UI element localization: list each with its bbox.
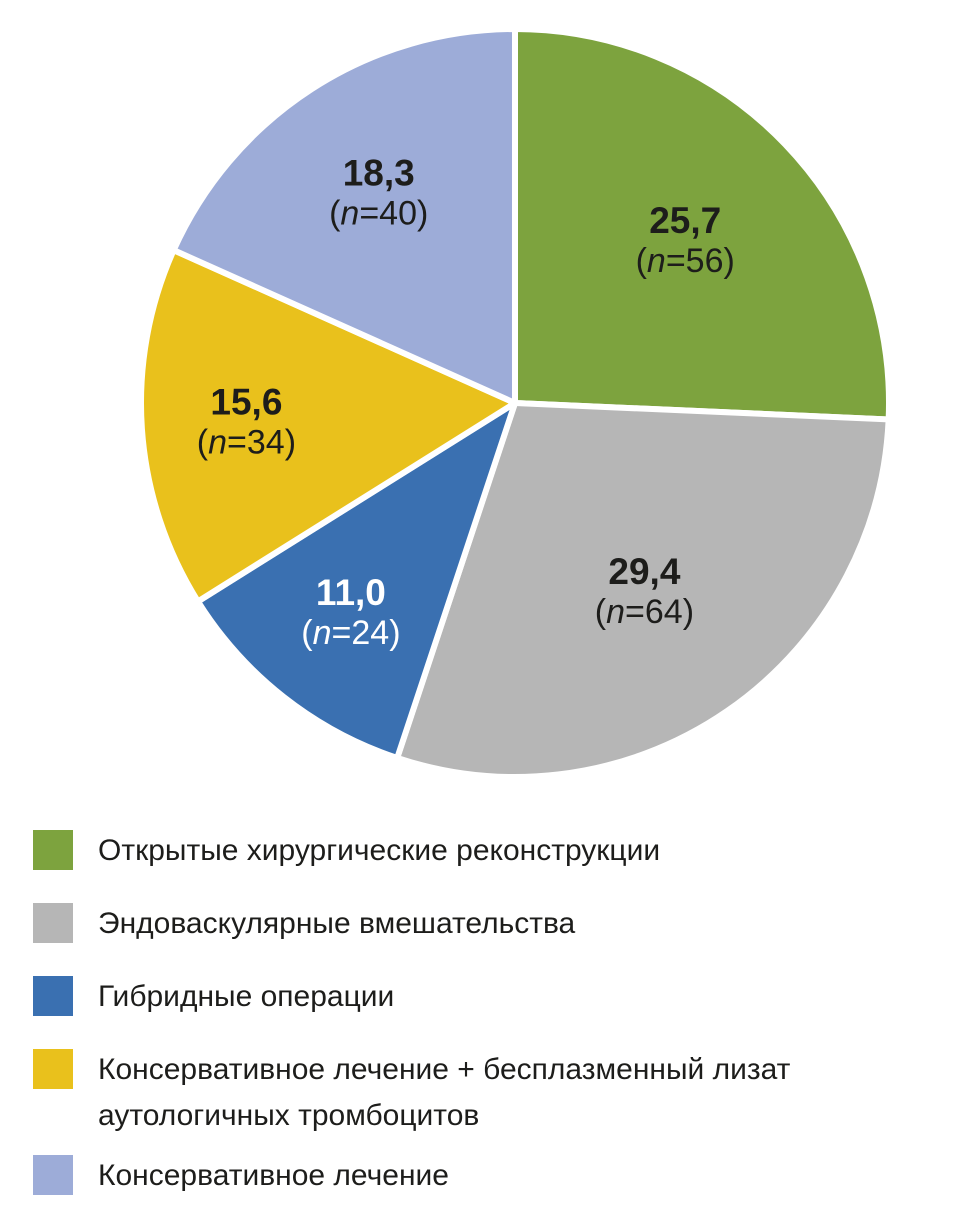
slice-count-label-3: (n=34) bbox=[197, 424, 296, 462]
pie-slice-2 bbox=[194, 400, 518, 761]
legend-item-label: Открытые хирургические реконструкции bbox=[98, 834, 661, 867]
slice-count-label-1: (n=64) bbox=[595, 593, 694, 631]
legend-item: Консервативное лечение bbox=[33, 1153, 917, 1199]
legend-item-label: Консервативное лечение + бесплазменный л… bbox=[98, 1053, 791, 1132]
slice-value-label-3: 15,6 bbox=[210, 382, 282, 423]
slice-value-label-1: 29,4 bbox=[608, 551, 680, 592]
pie-slice-4 bbox=[170, 26, 518, 406]
pie-slice-1 bbox=[394, 400, 892, 780]
legend-item: Открытые хирургические реконструкции bbox=[33, 828, 917, 874]
pie-slice-0 bbox=[512, 26, 893, 423]
legend-swatch-blue bbox=[33, 976, 73, 1016]
legend-swatch-yellow bbox=[33, 1049, 73, 1089]
legend-item: Консервативное лечение + бесплазменный л… bbox=[33, 1047, 917, 1139]
legend: Открытые хирургические реконструкции Энд… bbox=[33, 828, 917, 1199]
legend-item-label: Эндоваскулярные вмешательства bbox=[98, 907, 576, 940]
legend-swatch-green bbox=[33, 830, 73, 870]
slice-count-label-0: (n=56) bbox=[636, 242, 735, 280]
slice-value-label-4: 18,3 bbox=[343, 153, 415, 194]
legend-item-label: Гибридные операции bbox=[98, 980, 395, 1013]
slice-count-label-4: (n=40) bbox=[329, 195, 428, 233]
pie-chart: 25,7(n=56) 29,4(n=64) 11,0(n=24) 15,6(n=34)… bbox=[138, 26, 893, 780]
pie-slice-3 bbox=[138, 247, 518, 605]
legend-swatch-lavender bbox=[33, 1155, 73, 1195]
legend-swatch-gray bbox=[33, 903, 73, 943]
slice-count-label-2: (n=24) bbox=[301, 614, 400, 652]
legend-item-label: Консервативное лечение bbox=[98, 1159, 449, 1192]
legend-item: Эндоваскулярные вмешательства bbox=[33, 901, 917, 947]
slice-value-label-0: 25,7 bbox=[649, 200, 721, 241]
legend-item: Гибридные операции bbox=[33, 974, 917, 1020]
slice-value-label-2: 11,0 bbox=[316, 572, 386, 613]
